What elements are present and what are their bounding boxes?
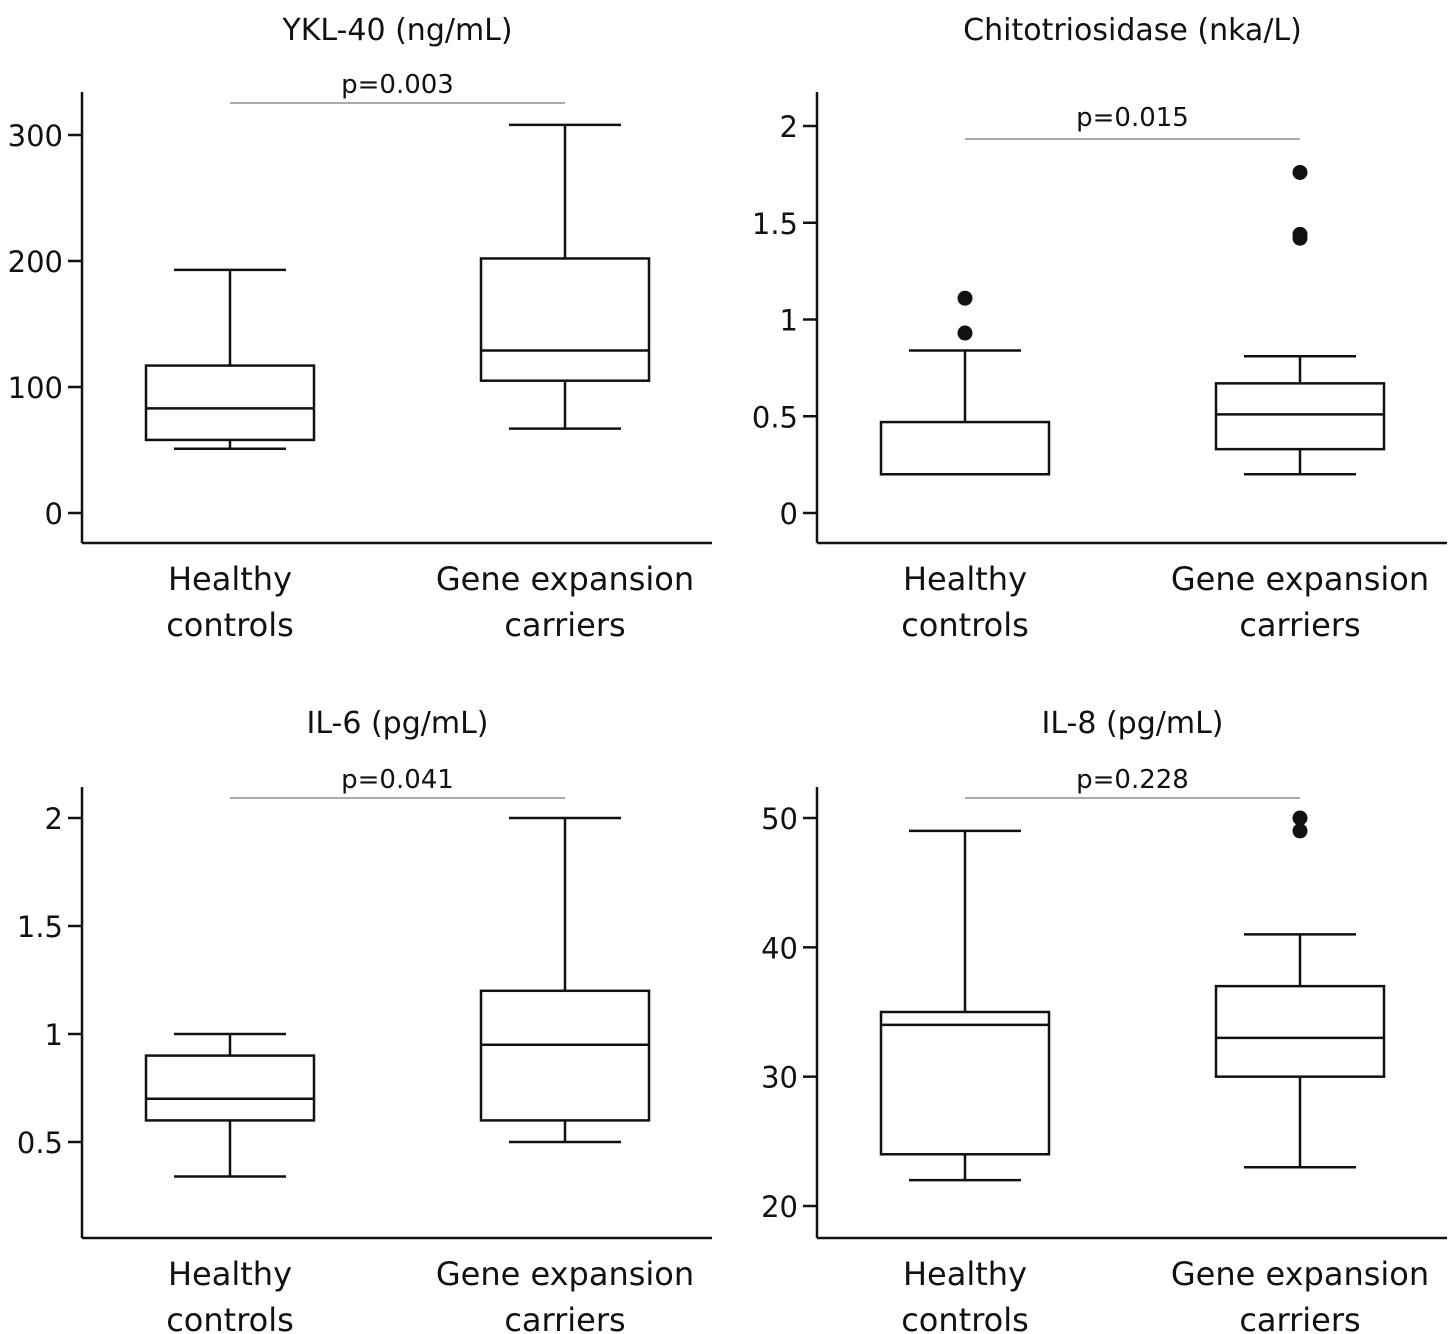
y-tick-label: 300 xyxy=(8,119,63,153)
y-tick-label: 0 xyxy=(45,497,63,531)
category-label: Gene expansion xyxy=(1171,1255,1429,1293)
chart-title: IL-6 (pg/mL) xyxy=(306,706,488,741)
category-label: carriers xyxy=(504,606,625,644)
category-label: Gene expansion xyxy=(436,560,694,598)
box-group xyxy=(144,268,316,450)
y-tick-label: 2 xyxy=(45,802,63,836)
box-group xyxy=(879,829,1051,1182)
box-group xyxy=(479,816,651,1144)
category-label: Healthy xyxy=(903,560,1027,598)
category-label: Gene expansion xyxy=(1171,560,1429,598)
box-group xyxy=(1214,810,1386,1169)
y-tick-label: 1 xyxy=(45,1018,63,1052)
outlier-point xyxy=(1292,810,1308,826)
y-tick-label: 200 xyxy=(8,245,63,279)
chart-title: Chitotriosidase (nka/L) xyxy=(963,13,1302,48)
category-label: controls xyxy=(901,1301,1029,1334)
chart-title: YKL-40 (ng/mL) xyxy=(281,13,512,48)
box-group xyxy=(1214,164,1386,476)
chart-panel-4: IL-8 (pg/mL) 20 30 40 50 p=0.228 Healthy contro… xyxy=(761,706,1447,1334)
box-iqr xyxy=(479,989,651,1122)
y-tick-label: 1.5 xyxy=(752,207,798,241)
outlier-point xyxy=(957,290,973,306)
category-label: Healthy xyxy=(168,1255,292,1293)
category-label: controls xyxy=(166,1301,294,1334)
box-iqr xyxy=(144,1054,316,1122)
box-group xyxy=(144,1032,316,1178)
outlier-point xyxy=(1292,226,1308,242)
category-label: carriers xyxy=(1239,606,1360,644)
box-group xyxy=(879,290,1051,476)
box-iqr xyxy=(479,257,651,382)
y-tick-label: 30 xyxy=(761,1061,798,1095)
chart-panel-2: Chitotriosidase (nka/L) 0 0.5 1 1.5 2 p=0.015 H… xyxy=(752,13,1447,644)
category-label: controls xyxy=(901,606,1029,644)
y-tick-label: 1.5 xyxy=(17,910,63,944)
p-value-label: p=0.228 xyxy=(1076,765,1189,795)
p-value-label: p=0.003 xyxy=(341,70,454,100)
p-value-label: p=0.041 xyxy=(341,765,454,795)
category-label: Healthy xyxy=(903,1255,1027,1293)
category-label: carriers xyxy=(504,1301,625,1334)
y-tick-label: 0.5 xyxy=(17,1126,63,1160)
y-tick-label: 50 xyxy=(761,802,798,836)
chart-panel-1: YKL-40 (ng/mL) 0 100 200 300 p=0.003 Healthy co… xyxy=(8,13,712,644)
outlier-point xyxy=(1292,164,1308,180)
box-group xyxy=(479,123,651,430)
box-iqr xyxy=(144,364,316,442)
box-iqr xyxy=(1214,382,1386,451)
chart-panel-3: IL-6 (pg/mL) 0.5 1 1.5 2 p=0.041 Healthy contro… xyxy=(17,706,712,1334)
outlier-point xyxy=(1292,823,1308,839)
outlier-point xyxy=(957,325,973,341)
y-tick-label: 0.5 xyxy=(752,400,798,434)
y-tick-label: 0 xyxy=(780,497,798,531)
y-tick-label: 20 xyxy=(761,1190,798,1224)
category-label: Healthy xyxy=(168,560,292,598)
box-iqr xyxy=(1214,984,1386,1078)
p-value-label: p=0.015 xyxy=(1076,103,1189,133)
category-label: Gene expansion xyxy=(436,1255,694,1293)
box-iqr xyxy=(879,420,1051,476)
chart-title: IL-8 (pg/mL) xyxy=(1041,706,1223,741)
y-tick-label: 2 xyxy=(780,110,798,144)
category-label: carriers xyxy=(1239,1301,1360,1334)
category-label: controls xyxy=(166,606,294,644)
y-tick-label: 40 xyxy=(761,931,798,965)
y-tick-label: 100 xyxy=(8,371,63,405)
box-iqr xyxy=(879,1010,1051,1156)
y-tick-label: 1 xyxy=(780,304,798,338)
